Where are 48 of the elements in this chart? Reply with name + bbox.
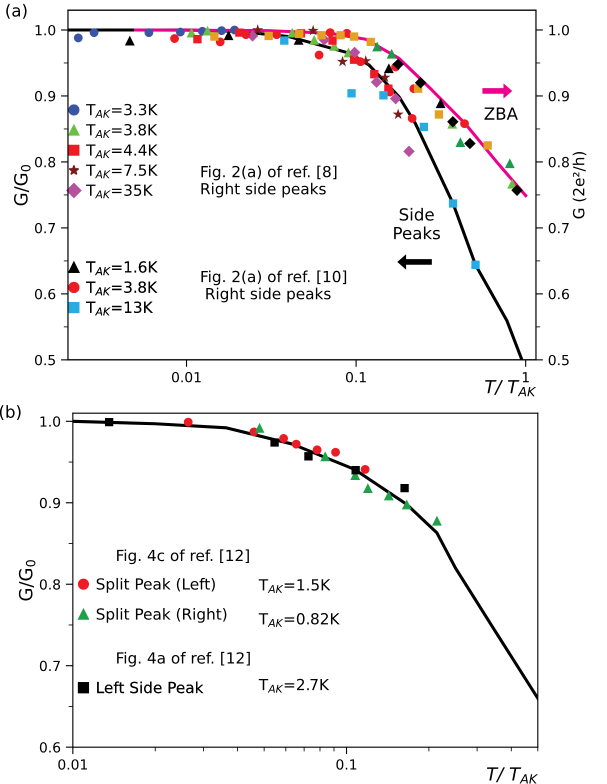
x-tick-label: 1 (522, 372, 529, 382)
legend-label: T$_{AK}$=35K (86, 184, 153, 198)
annotation: Fig. 2(a) of ref. [10] Right side peaks (201, 270, 346, 302)
y-tick-label: 0.6 (35, 288, 56, 300)
y-tick-label: 1.0 (36, 24, 56, 36)
legend-label: T$_{AK}$=3.8K (86, 281, 158, 296)
annotation: T$_{AK}$=2.7K (258, 678, 330, 693)
legend-label: T$_{AK}$=3.8K (86, 124, 158, 138)
y-tick-label: 0.8 (40, 579, 60, 590)
legend-label: T$_{AK}$=3.3K (86, 104, 158, 118)
y2-tick-label: 0.6 (548, 288, 569, 300)
text: (a) (6, 4, 27, 19)
y2-tick-label: 1.0 (549, 24, 569, 36)
legend-label: T$_{AK}$=7.5K (86, 164, 158, 178)
legend-label: T$_{AK}$=4.4K (86, 144, 158, 158)
annotation: T$_{AK}$=0.82K (258, 612, 340, 627)
x-axis-title: T/ T$_{AK}$ (486, 767, 538, 784)
legend-label: T$_{AK}$=1.6K (86, 261, 158, 276)
legend-label: Left Side Peak (97, 681, 204, 694)
x-tick-label: 0.1 (336, 759, 356, 770)
y2-tick-label: 0.8 (548, 156, 569, 168)
text: (b) (0, 405, 21, 420)
legend-label: Split Peak (Right) (96, 608, 226, 623)
y-tick-label: 0.9 (35, 90, 56, 102)
annotation: Fig. 2(a) of ref. [8] Right side peaks (201, 166, 336, 198)
annotation: Side Peaks (394, 208, 440, 240)
y2-tick-label: 0.9 (548, 90, 569, 102)
y-tick-label: 0.5 (35, 354, 55, 366)
y-tick-label: 0.6 (40, 742, 60, 753)
y-tick-label: 1.0 (40, 416, 60, 427)
legend-label: Split Peak (Left) (96, 578, 215, 593)
annotation: T$_{AK}$=1.5K (258, 579, 330, 593)
y-axis-title: G/G$_{0}$ (14, 164, 31, 206)
y2-tick-label: 0.7 (548, 222, 569, 234)
x-tick-label: 0.01 (58, 759, 88, 770)
y-tick-label: 0.8 (35, 156, 56, 168)
annotation: Fig. 4c of ref. [12] (117, 549, 249, 564)
y-tick-label: 0.7 (35, 222, 55, 234)
y2-axis-title: G (2e²/h) (572, 152, 586, 219)
x-tick-label: 0.1 (346, 372, 366, 382)
annotation: ZBA (484, 108, 518, 120)
y-tick-label: 0.9 (40, 498, 60, 508)
y2-tick-label: 0.5 (548, 354, 569, 366)
legend-label: T$_{AK}$=13K (86, 301, 153, 316)
x-tick-label: 0.01 (172, 372, 201, 382)
y-axis-title: G/G$_{0}$ (18, 560, 36, 601)
y-tick-label: 0.7 (40, 660, 60, 672)
annotation: Fig. 4a of ref. [12] (117, 652, 250, 667)
